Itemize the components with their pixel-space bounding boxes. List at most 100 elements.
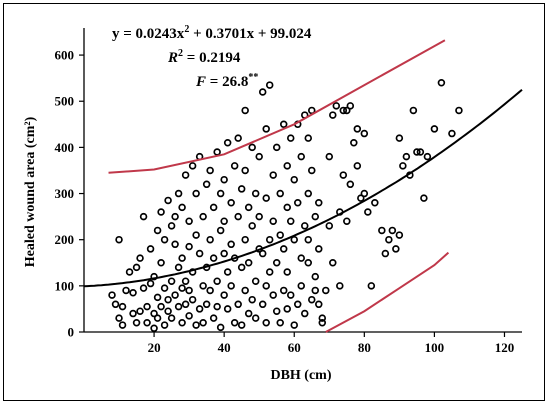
data-point bbox=[346, 180, 355, 189]
data-point bbox=[315, 199, 323, 207]
data-point bbox=[325, 152, 334, 161]
data-point bbox=[150, 309, 158, 318]
data-point bbox=[118, 321, 127, 329]
data-point bbox=[244, 309, 253, 318]
data-point bbox=[315, 245, 323, 253]
data-point bbox=[318, 319, 327, 327]
data-point bbox=[234, 300, 242, 309]
data-point bbox=[360, 189, 369, 198]
data-point bbox=[167, 314, 176, 322]
data-point bbox=[195, 249, 204, 258]
data-point bbox=[227, 240, 235, 249]
data-point bbox=[171, 291, 179, 299]
x-tick-label: 100 bbox=[425, 340, 445, 355]
data-point bbox=[297, 282, 305, 290]
data-point bbox=[350, 139, 358, 147]
data-point bbox=[209, 314, 218, 322]
data-point bbox=[108, 291, 116, 299]
data-point bbox=[157, 208, 165, 216]
data-point bbox=[416, 148, 425, 156]
data-point bbox=[283, 305, 291, 313]
data-point bbox=[181, 277, 190, 285]
data-point bbox=[213, 302, 221, 311]
x-tick-label: 20 bbox=[148, 340, 161, 355]
data-point bbox=[174, 189, 183, 198]
data-point bbox=[213, 148, 221, 156]
data-point bbox=[399, 162, 407, 170]
data-point bbox=[276, 189, 284, 198]
data-point bbox=[272, 259, 281, 267]
data-point bbox=[164, 295, 172, 304]
data-point bbox=[202, 180, 211, 189]
data-point bbox=[160, 284, 169, 292]
data-point bbox=[308, 166, 316, 175]
f-statistic-annotation: F = 26.8** bbox=[196, 72, 259, 90]
data-point bbox=[216, 323, 225, 332]
data-point bbox=[262, 125, 270, 133]
data-point bbox=[388, 226, 397, 235]
data-point bbox=[188, 268, 197, 276]
data-point bbox=[304, 134, 313, 142]
data-point bbox=[244, 259, 253, 267]
data-point bbox=[353, 125, 362, 133]
data-point bbox=[160, 321, 169, 329]
data-point bbox=[181, 171, 190, 179]
data-point bbox=[455, 106, 463, 115]
data-point bbox=[143, 319, 151, 327]
data-point bbox=[178, 284, 186, 292]
data-point bbox=[132, 263, 141, 272]
y-tick-label: 0 bbox=[68, 325, 75, 340]
data-point bbox=[402, 152, 411, 161]
data-point bbox=[230, 319, 239, 327]
data-point bbox=[262, 194, 270, 202]
figure-frame bbox=[3, 3, 545, 401]
data-point bbox=[153, 293, 162, 302]
data-point bbox=[153, 226, 162, 235]
data-point bbox=[360, 129, 369, 138]
data-point bbox=[430, 125, 439, 133]
data-point bbox=[325, 222, 334, 230]
data-point bbox=[216, 189, 225, 198]
data-point bbox=[192, 321, 200, 329]
y-tick-label: 400 bbox=[55, 140, 75, 155]
data-point bbox=[146, 245, 155, 253]
data-point bbox=[115, 314, 123, 322]
data-point bbox=[392, 245, 400, 253]
data-point bbox=[269, 171, 277, 179]
data-point bbox=[343, 106, 351, 115]
data-point bbox=[248, 143, 256, 152]
data-point bbox=[129, 309, 137, 318]
data-point bbox=[339, 171, 348, 179]
data-point bbox=[220, 291, 228, 299]
data-point bbox=[420, 194, 428, 202]
data-point bbox=[185, 242, 193, 251]
data-point bbox=[283, 203, 291, 212]
data-point bbox=[237, 263, 246, 272]
data-point bbox=[178, 203, 186, 212]
data-point bbox=[315, 300, 323, 309]
data-point bbox=[297, 152, 305, 161]
data-point bbox=[206, 286, 214, 295]
data-point bbox=[171, 240, 179, 249]
data-point bbox=[188, 162, 197, 170]
data-point bbox=[409, 106, 418, 115]
data-point bbox=[343, 217, 351, 225]
data-point bbox=[332, 102, 341, 110]
data-point bbox=[437, 79, 446, 87]
data-point bbox=[164, 307, 172, 315]
data-point bbox=[279, 245, 288, 253]
data-point bbox=[301, 309, 309, 318]
data-point bbox=[199, 282, 207, 290]
data-point bbox=[234, 134, 242, 142]
data-point bbox=[237, 185, 246, 193]
data-point bbox=[251, 189, 260, 198]
data-point bbox=[136, 254, 144, 262]
data-point bbox=[290, 175, 298, 184]
x-tick-label: 60 bbox=[288, 340, 301, 355]
data-point bbox=[160, 235, 169, 244]
y-tick-label: 200 bbox=[55, 232, 75, 247]
data-point bbox=[346, 102, 355, 110]
data-point bbox=[227, 199, 235, 207]
data-point bbox=[378, 226, 386, 235]
